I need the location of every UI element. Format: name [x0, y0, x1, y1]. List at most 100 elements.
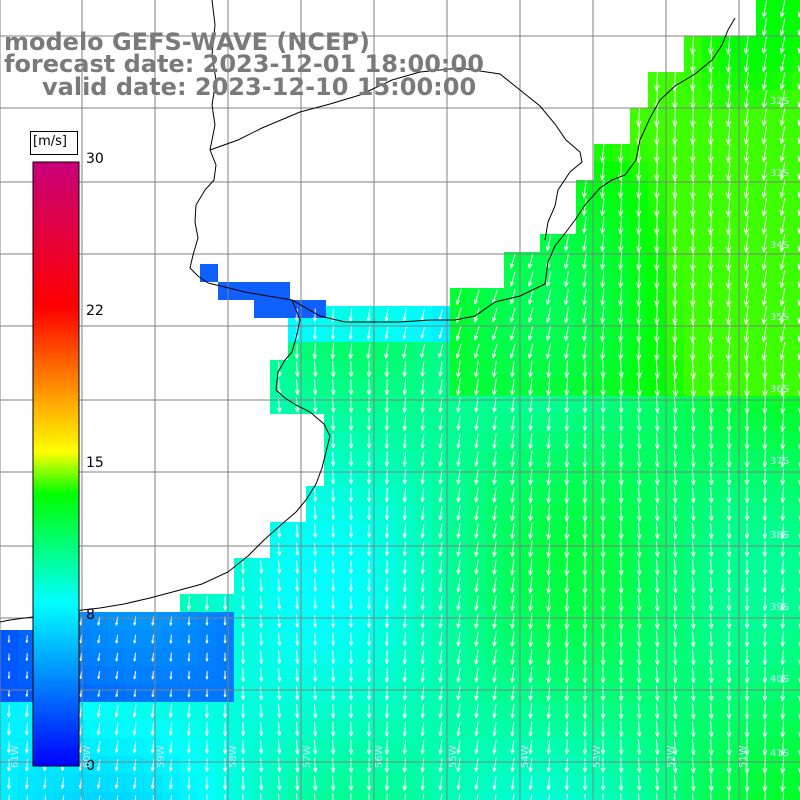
wind-arrow — [528, 253, 534, 269]
wind-arrow — [673, 793, 676, 800]
wind-arrow — [366, 560, 372, 574]
wind-arrow — [366, 578, 372, 592]
wind-arrow — [582, 252, 587, 270]
wind-arrow — [528, 343, 534, 359]
wind-arrow — [618, 270, 624, 289]
wind-arrow — [564, 666, 570, 684]
wind-speed-cell — [414, 792, 432, 800]
wind-arrow — [672, 450, 678, 468]
wind-arrow — [402, 649, 407, 665]
wind-arrow — [707, 323, 714, 343]
wind-arrow — [277, 704, 282, 719]
wind-arrow — [492, 451, 497, 467]
wind-arrow — [582, 594, 588, 612]
wind-arrow — [564, 594, 570, 612]
colorbar-units: [m/s] — [33, 134, 67, 149]
wind-arrow — [312, 775, 318, 791]
wind-arrow — [528, 612, 534, 630]
wind-arrow — [456, 505, 461, 521]
wind-arrow — [600, 342, 606, 360]
wind-arrow — [492, 613, 497, 629]
wind-arrow — [780, 595, 786, 611]
wind-arrow — [708, 774, 714, 792]
wind-arrow — [331, 560, 336, 574]
wind-arrow — [761, 251, 768, 271]
wind-arrow — [510, 378, 515, 396]
wind-arrow — [744, 450, 750, 468]
wind-arrow — [312, 379, 318, 395]
wind-arrow — [582, 648, 588, 666]
wind-arrow — [564, 775, 569, 791]
wind-arrow — [600, 198, 606, 217]
wind-arrow — [26, 795, 28, 800]
wind-arrow — [384, 578, 389, 592]
wind-arrow — [780, 774, 786, 792]
wind-arrow — [780, 414, 786, 432]
wind-arrow — [672, 341, 678, 361]
wind-arrow — [600, 270, 606, 288]
wind-arrow — [348, 433, 354, 449]
wind-arrow — [779, 216, 786, 235]
wind-speed-cell — [792, 792, 800, 800]
wind-arrow — [726, 649, 732, 666]
wind-speed-cell — [792, 234, 800, 252]
wind-arrow — [277, 578, 282, 592]
wind-arrow — [600, 648, 606, 666]
wind-arrow — [546, 504, 552, 522]
wind-arrow — [582, 721, 588, 737]
wind-arrow — [438, 613, 443, 629]
wind-arrow — [366, 487, 372, 503]
wind-arrow — [510, 504, 515, 522]
colorbar-tick-label: 8 — [86, 607, 95, 623]
wind-arrow — [510, 649, 515, 665]
wind-arrow — [725, 233, 732, 253]
wind-arrow — [600, 775, 606, 791]
wind-arrow — [564, 234, 569, 252]
wind-arrow — [187, 652, 191, 662]
wind-arrow — [762, 774, 768, 792]
wind-arrow — [420, 703, 425, 719]
wind-arrow — [600, 558, 606, 576]
wind-arrow — [546, 325, 552, 341]
wind-arrow — [618, 648, 624, 666]
wind-arrow — [259, 775, 264, 791]
wind-arrow — [384, 667, 390, 683]
wind-arrow — [331, 506, 336, 520]
wind-arrow — [420, 451, 425, 467]
wind-arrow — [779, 306, 786, 325]
wind-arrow — [690, 432, 696, 450]
wind-arrow — [708, 486, 714, 504]
wind-arrow — [402, 379, 408, 396]
wind-arrow — [564, 576, 570, 594]
wind-speed-cell — [792, 540, 800, 558]
wind-speed-cell — [254, 282, 272, 300]
wind-arrow — [564, 253, 569, 270]
wind-arrow — [474, 523, 479, 539]
wind-arrow — [654, 757, 660, 774]
wind-arrow — [6, 758, 11, 772]
wind-arrow — [420, 739, 425, 755]
wind-arrow — [349, 596, 354, 610]
wind-arrow — [474, 649, 479, 665]
wind-arrow — [438, 577, 443, 593]
wind-arrow — [654, 215, 660, 235]
wind-arrow — [546, 630, 552, 648]
wind-arrow — [259, 704, 264, 719]
wind-speed-cell — [792, 36, 800, 54]
wind-arrow — [24, 758, 29, 772]
wind-arrow — [779, 54, 786, 72]
wind-arrow — [402, 614, 407, 629]
wind-arrow — [384, 721, 390, 737]
wind-arrow — [761, 269, 768, 289]
wind-arrow — [708, 667, 714, 684]
wind-arrow — [546, 703, 552, 719]
coastline — [0, 0, 736, 623]
wind-arrow — [114, 777, 119, 789]
wind-arrow — [762, 631, 768, 647]
wind-arrow — [708, 377, 714, 397]
wind-arrow — [744, 396, 750, 414]
wind-arrow — [672, 612, 678, 630]
wind-arrow — [636, 450, 642, 468]
wind-arrow — [456, 559, 461, 575]
wind-arrow — [779, 36, 786, 54]
